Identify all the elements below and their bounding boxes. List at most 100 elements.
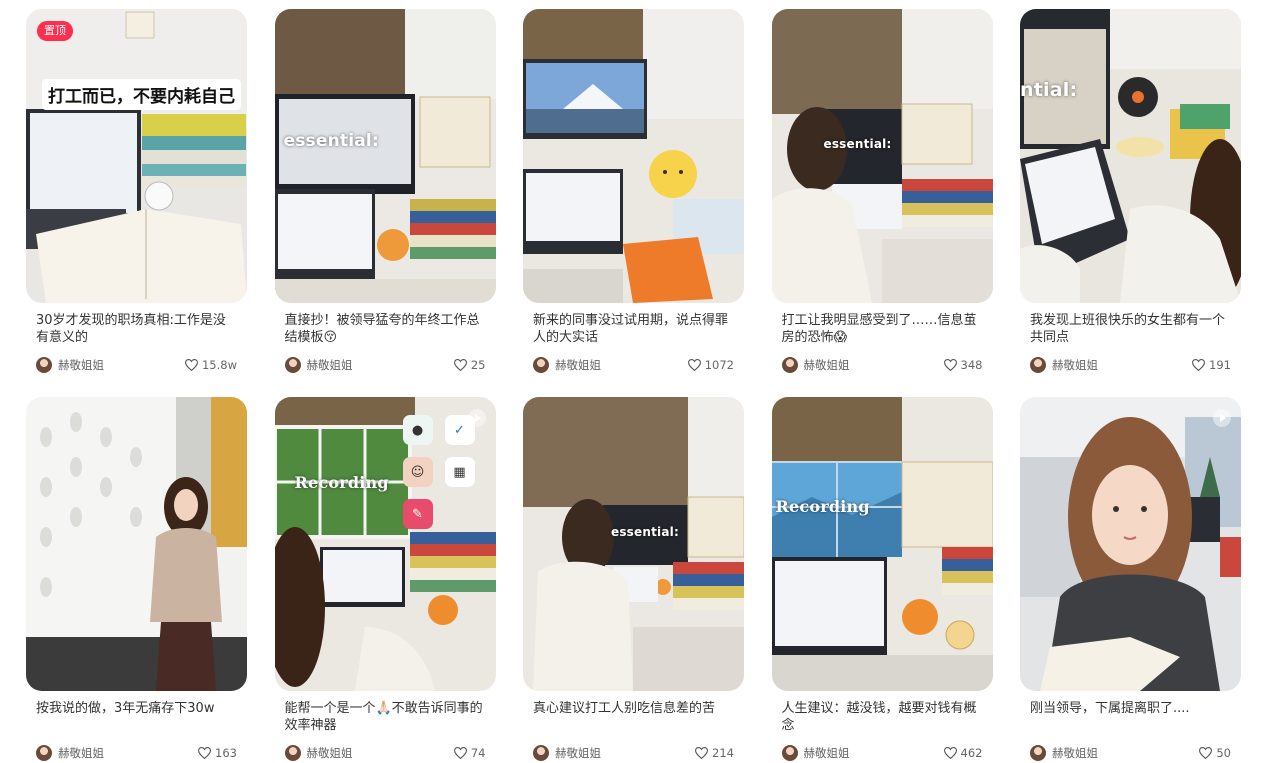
note-card[interactable]: essential: 真心建议打工人别吃信息差的苦 赫敬姐姐 214 (523, 397, 744, 763)
like-button[interactable]: 15.8w (184, 358, 237, 372)
like-count: 462 (960, 746, 983, 760)
note-meta: 赫敬姐姐 191 (1030, 356, 1231, 374)
author-name[interactable]: 赫敬姐姐 (1052, 746, 1098, 760)
author-avatar[interactable] (1030, 357, 1046, 373)
author-name[interactable]: 赫敬姐姐 (306, 746, 353, 760)
note-meta: 赫敬姐姐 1072 (533, 356, 734, 374)
like-count: 25 (470, 358, 486, 372)
cover-caption: essential: (611, 525, 679, 539)
note-meta: 赫敬姐姐 74 (284, 744, 486, 762)
note-cover[interactable] (26, 397, 247, 691)
heart-icon (943, 747, 957, 759)
author-name[interactable]: 赫敬姐姐 (58, 746, 104, 760)
note-cover[interactable] (523, 9, 744, 303)
like-button[interactable]: 74 (453, 746, 486, 760)
like-count: 15.8w (201, 358, 237, 372)
author-avatar[interactable] (781, 357, 798, 373)
author-name[interactable]: 赫敬姐姐 (58, 358, 104, 372)
note-meta: 赫敬姐姐 25 (284, 356, 486, 374)
note-meta: 赫敬姐姐 348 (781, 356, 983, 374)
note-meta: 赫敬姐姐 214 (533, 744, 734, 762)
note-title[interactable]: 打工让我明显感受到了……信息茧房的恐怖😱 (781, 313, 977, 345)
note-cover[interactable]: ntial: (1020, 9, 1241, 303)
note-card[interactable]: 按我说的做，3年无痛存下30w 赫敬姐姐 163 (26, 397, 247, 763)
note-card[interactable]: 置顶 打工而已，不要内耗自己 30岁才发现的职场真相:工作是没有意义的 赫敬姐姐… (26, 9, 247, 375)
note-cover[interactable]: Recording ● ✓ ☺ ▦ ✎ (274, 397, 496, 691)
note-title[interactable]: 按我说的做，3年无痛存下30w (36, 701, 215, 716)
like-count: 74 (470, 746, 486, 760)
note-meta: 赫敬姐姐 163 (36, 744, 237, 762)
author-name[interactable]: 赫敬姐姐 (1052, 358, 1098, 372)
author-name[interactable]: 赫敬姐姐 (803, 358, 850, 372)
like-button[interactable]: 163 (198, 746, 237, 760)
video-play-icon (1213, 409, 1231, 427)
note-cover[interactable]: essential: (771, 9, 993, 303)
heart-icon (453, 747, 467, 759)
author-name[interactable]: 赫敬姐姐 (803, 746, 850, 760)
cover-overlay-text: 打工而已，不要内耗自己 (42, 79, 241, 110)
cover-caption: Recording (775, 497, 870, 516)
like-count: 163 (215, 746, 237, 760)
heart-icon (1192, 359, 1206, 371)
app-icon: ✎ (402, 499, 433, 529)
note-card[interactable]: 刚当领导，下属提离职了.... 赫敬姐姐 50 (1020, 397, 1241, 763)
note-title[interactable]: 我发现上班很快乐的女生都有一个共同点 (1030, 313, 1226, 345)
app-icon: ☺ (402, 457, 433, 487)
author-avatar[interactable] (284, 357, 301, 373)
like-count: 214 (712, 746, 734, 760)
author-avatar[interactable] (284, 745, 301, 761)
like-count: 191 (1209, 358, 1231, 372)
heart-icon (943, 359, 957, 371)
note-card[interactable]: essential: 打工让我明显感受到了……信息茧房的恐怖😱 赫敬姐姐 348 (771, 9, 993, 375)
note-title[interactable]: 直接抄！被领导猛夸的年终工作总结模板😚 (284, 313, 480, 345)
like-button[interactable]: 1072 (687, 358, 734, 372)
like-button[interactable]: 348 (943, 358, 983, 372)
note-title[interactable]: 能帮一个是一个🙏🏻不敢告诉同事的效率神器 (284, 701, 483, 733)
cover-caption: Recording (294, 473, 389, 492)
author-avatar[interactable] (1030, 745, 1046, 761)
note-cover[interactable]: 置顶 打工而已，不要内耗自己 (26, 9, 247, 303)
heart-icon (695, 747, 709, 759)
note-title[interactable]: 真心建议打工人别吃信息差的苦 (533, 701, 716, 716)
like-button[interactable]: 50 (1199, 746, 1231, 760)
author-avatar[interactable] (36, 357, 52, 373)
like-button[interactable]: 191 (1192, 358, 1231, 372)
author-avatar[interactable] (533, 357, 549, 373)
like-button[interactable]: 25 (453, 358, 486, 372)
note-meta: 赫敬姐姐 50 (1030, 744, 1231, 762)
note-title[interactable]: 人生建议：越没钱，越要对钱有概念 (781, 701, 977, 733)
heart-icon (184, 359, 198, 371)
note-cover[interactable] (1020, 397, 1241, 691)
cover-caption: essential: (823, 137, 892, 151)
notes-feed: 置顶 打工而已，不要内耗自己 30岁才发现的职场真相:工作是没有意义的 赫敬姐姐… (26, 9, 1242, 763)
author-avatar[interactable] (533, 745, 549, 761)
like-button[interactable]: 462 (943, 746, 983, 760)
note-card[interactable]: ntial: 我发现上班很快乐的女生都有一个共同点 赫敬姐姐 191 (1020, 9, 1241, 375)
app-icon: ▦ (444, 457, 475, 487)
note-card[interactable]: Recording 人生建议：越没钱，越要对钱有概念 赫敬姐姐 462 (771, 397, 993, 763)
app-icon: ✓ (444, 415, 475, 445)
pinned-badge: 置顶 (37, 21, 73, 41)
note-cover[interactable]: Recording (771, 397, 993, 691)
like-count: 50 (1216, 746, 1231, 760)
note-cover[interactable]: essential: (523, 397, 744, 691)
author-avatar[interactable] (781, 745, 798, 761)
note-card[interactable]: 新来的同事没过试用期，说点得罪人的大实话 赫敬姐姐 1072 (523, 9, 744, 375)
note-meta: 赫敬姐姐 462 (781, 744, 983, 762)
heart-icon (198, 747, 212, 759)
author-name[interactable]: 赫敬姐姐 (555, 746, 601, 760)
note-title[interactable]: 新来的同事没过试用期，说点得罪人的大实话 (533, 313, 729, 345)
video-play-icon (467, 409, 486, 427)
like-count: 348 (960, 358, 983, 372)
like-button[interactable]: 214 (695, 746, 734, 760)
note-card[interactable]: Recording ● ✓ ☺ ▦ ✎ 能帮一个是一个🙏🏻不敢告诉同事的效率神器… (274, 397, 496, 763)
author-name[interactable]: 赫敬姐姐 (306, 358, 353, 372)
author-name[interactable]: 赫敬姐姐 (555, 358, 601, 372)
note-meta: 赫敬姐姐 15.8w (36, 356, 237, 374)
note-cover[interactable]: essential: (274, 9, 496, 303)
note-title[interactable]: 30岁才发现的职场真相:工作是没有意义的 (36, 313, 226, 345)
author-avatar[interactable] (36, 745, 52, 761)
app-icon: ● (402, 415, 433, 445)
note-card[interactable]: essential: 直接抄！被领导猛夸的年终工作总结模板😚 赫敬姐姐 25 (274, 9, 496, 375)
note-title[interactable]: 刚当领导，下属提离职了.... (1030, 701, 1190, 716)
